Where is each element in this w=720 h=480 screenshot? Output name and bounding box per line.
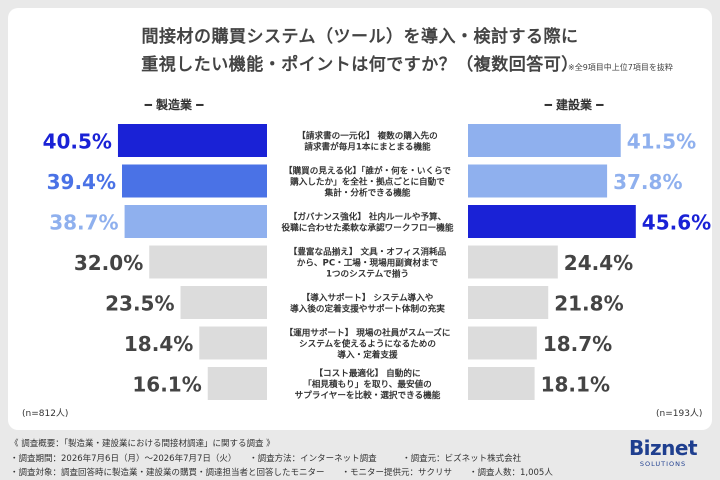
category-label-1-line-2: 集計・分析できる機能 bbox=[324, 187, 411, 199]
category-label-4-line-0: 【導入サポート】 システム導入や bbox=[302, 292, 434, 304]
category-label-0-line-0: 【請求書の一元化】 複数の購入先の bbox=[297, 130, 438, 142]
right-sample-size: (n=193人) bbox=[656, 409, 703, 419]
company-logo: Biznet SOLUTIONS bbox=[618, 436, 708, 468]
category-label-1-line-1: 購入したか」を全社・拠点ごとに自動で bbox=[289, 176, 445, 188]
value-label-right-5: 18.7% bbox=[543, 332, 612, 356]
bar-left-0 bbox=[117, 124, 268, 157]
logo-subtitle: SOLUTIONS bbox=[639, 460, 687, 468]
value-label-left-4: 23.5% bbox=[105, 292, 174, 316]
category-label-1-line-0: 【購買の見える化】「誰が・何を・いくらで bbox=[284, 165, 451, 177]
bar-right-4 bbox=[468, 286, 549, 319]
category-label-6-line-0: 【コスト最適化】 自動的に bbox=[314, 367, 420, 379]
category-label-2-line-0: 【ガバナンス強化】 社内ルールや予算、 bbox=[289, 211, 447, 223]
footer-survey-title: 《 調査概要：「製造業・建設業における間接材調達」に関する調査 》 bbox=[10, 439, 275, 449]
value-label-right-0: 41.5% bbox=[627, 130, 696, 154]
chart-title-line1: 間接材の購買システム（ツール）を導入・検討する際に bbox=[141, 27, 579, 47]
bar-right-5 bbox=[468, 326, 537, 360]
value-label-right-3: 24.4% bbox=[564, 251, 633, 275]
category-label-2-line-1: 役職に合わせた柔軟な承認ワークフロー機能 bbox=[281, 222, 454, 234]
footer-survey-period: ・調査期間：2026年7月6日（月）〜2026年7月7日（火） ・調査方法：イン… bbox=[10, 454, 522, 464]
category-label-6-line-1: 「相見積もり」を取り、最安値の bbox=[303, 378, 432, 390]
bar-left-4 bbox=[180, 286, 267, 319]
category-label-5-line-2: 導入・定着支援 bbox=[337, 349, 398, 361]
bar-right-6 bbox=[468, 367, 535, 400]
left-series-label: ━ 製造業 ━ bbox=[144, 98, 204, 112]
value-label-right-6: 18.1% bbox=[541, 373, 610, 397]
category-label-5-line-0: 【運用サポート】 現場の社員がスムーズに bbox=[285, 327, 451, 339]
bar-right-2 bbox=[468, 205, 636, 238]
value-label-left-2: 38.7% bbox=[49, 211, 118, 235]
left-sample-size: (n=812人) bbox=[22, 409, 69, 419]
category-label-3-line-2: 1つのシステムで揃う bbox=[326, 268, 409, 280]
value-label-left-3: 32.0% bbox=[74, 251, 143, 275]
bar-right-0 bbox=[468, 124, 621, 157]
category-label-0-line-1: 請求書が毎月1本にまとまる機能 bbox=[304, 141, 431, 153]
chart-note: ※全9項目中上位7項目を抜粋 bbox=[568, 63, 673, 72]
bar-right-3 bbox=[468, 245, 558, 279]
bar-left-1 bbox=[122, 164, 268, 198]
value-label-right-4: 21.8% bbox=[554, 292, 623, 316]
category-label-3-line-0: 【豊富な品揃え】 文具・オフィス消耗品 bbox=[289, 246, 447, 258]
category-label-4-line-1: 導入後の定着支援やサポート体制の充実 bbox=[290, 303, 445, 315]
value-label-right-2: 45.6% bbox=[642, 211, 711, 235]
category-label-3-line-1: から、PC・工場・現場用副資材まで bbox=[297, 257, 439, 269]
value-label-right-1: 37.8% bbox=[613, 170, 682, 194]
logo-wordmark: Biznet bbox=[628, 436, 698, 460]
bar-left-5 bbox=[199, 326, 267, 360]
value-label-left-5: 18.4% bbox=[124, 332, 193, 356]
right-series-label: ━ 建設業 ━ bbox=[544, 98, 604, 112]
value-label-left-0: 40.5% bbox=[43, 130, 112, 154]
footer-survey-target: ・調査対象：調査回答時に製造業・建設業の購買・調達担当者と回答したモニター ・モ… bbox=[10, 468, 553, 478]
bar-left-6 bbox=[207, 367, 267, 400]
bar-left-2 bbox=[124, 205, 267, 238]
category-label-5-line-1: システムを使えるようになるための bbox=[299, 338, 436, 350]
chart-title-line2: 重視したい機能・ポイントは何ですか？（複数回答可） bbox=[141, 55, 579, 75]
bar-left-3 bbox=[149, 245, 267, 279]
bar-right-1 bbox=[468, 164, 608, 198]
value-label-left-1: 39.4% bbox=[47, 170, 116, 194]
value-label-left-6: 16.1% bbox=[132, 373, 201, 397]
category-label-6-line-2: サプライヤーを比較・選択できる機能 bbox=[295, 389, 441, 401]
